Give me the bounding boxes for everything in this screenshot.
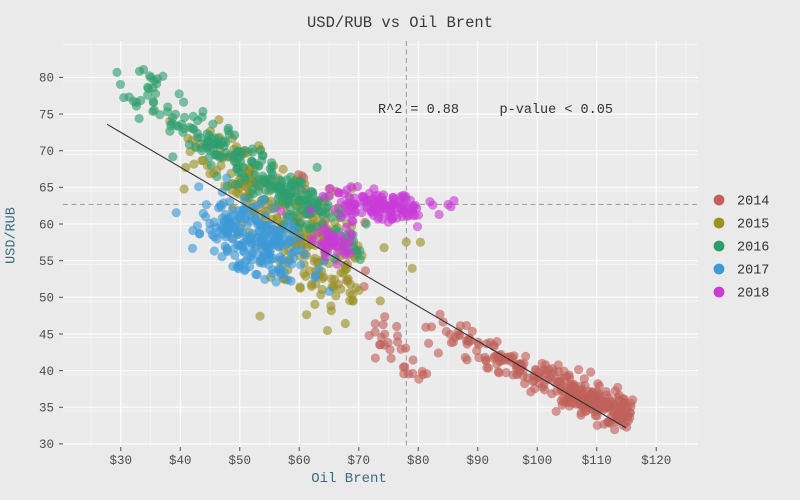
svg-text:2014: 2014 <box>737 195 769 210</box>
svg-text:R^2 = 0.88 p-value < 0.05: R^2 = 0.88 p-value < 0.05 <box>378 103 613 118</box>
svg-text:$30: $30 <box>109 454 132 468</box>
svg-text:$70: $70 <box>347 454 370 468</box>
svg-text:75: 75 <box>39 108 54 122</box>
svg-text:$120: $120 <box>641 454 671 468</box>
svg-text:50: 50 <box>39 292 54 306</box>
svg-text:55: 55 <box>39 255 54 269</box>
svg-text:$50: $50 <box>228 454 251 468</box>
svg-text:$90: $90 <box>466 454 489 468</box>
svg-text:45: 45 <box>39 328 54 342</box>
svg-text:$40: $40 <box>169 454 192 468</box>
svg-text:65: 65 <box>39 182 54 196</box>
svg-text:$80: $80 <box>407 454 430 468</box>
svg-text:60: 60 <box>39 218 54 232</box>
svg-text:$60: $60 <box>288 454 311 468</box>
svg-text:40: 40 <box>39 365 54 379</box>
svg-text:80: 80 <box>39 72 54 86</box>
svg-text:70: 70 <box>39 145 54 159</box>
svg-text:2016: 2016 <box>737 241 769 256</box>
svg-text:2015: 2015 <box>737 218 769 233</box>
svg-text:2017: 2017 <box>737 264 769 279</box>
svg-text:$100: $100 <box>522 454 552 468</box>
svg-text:2018: 2018 <box>737 287 769 302</box>
svg-text:$110: $110 <box>582 454 612 468</box>
svg-text:30: 30 <box>39 438 54 452</box>
svg-text:35: 35 <box>39 402 54 416</box>
